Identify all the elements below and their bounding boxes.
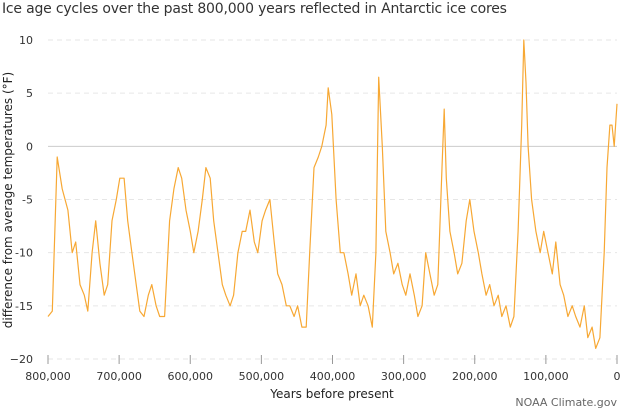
x-tick-label: 400,000 [310,370,356,383]
y-tick-label: -10 [15,247,33,260]
y-tick-label: 5 [26,87,33,100]
x-tick-label: 800,000 [25,370,71,383]
x-axis-label: Years before present [269,387,394,401]
x-tick-label: 500,000 [239,370,285,383]
x-tick-label: 600,000 [168,370,214,383]
y-tick-label: −20 [10,353,33,366]
y-tick-label: 10 [19,34,33,47]
credit: NOAA Climate.gov [515,396,617,409]
temperature-line [47,39,618,349]
y-tick-label: -5 [22,194,33,207]
y-tick-label: -15 [15,300,33,313]
y-tick-label: 0 [26,140,33,153]
y-axis-label: difference from average temperatures (°F… [1,72,15,329]
x-tick-label: 200,000 [452,370,498,383]
x-tick-label: 0 [614,370,620,383]
x-tick-label: 300,000 [381,370,427,383]
x-tick-label: 100,000 [523,370,569,383]
chart-title: Ice age cycles over the past 800,000 yea… [2,1,507,17]
x-tick-label: 700,000 [96,370,142,383]
